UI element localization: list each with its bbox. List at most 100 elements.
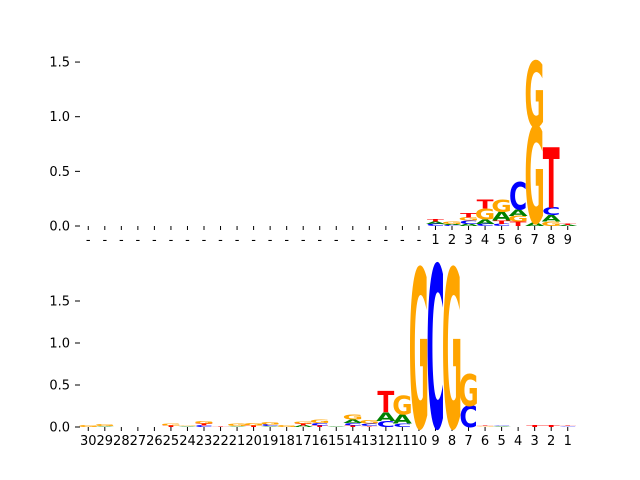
logo-letter-1-28-0: G	[541, 221, 561, 228]
x-tick-label-1-4: -	[152, 233, 157, 248]
logo-letter-2-14-0: T	[311, 425, 328, 428]
x-tick-label-2-28: 2	[547, 434, 555, 449]
logo-letter-2-13-2: G	[293, 422, 313, 425]
y-tick-label-2-3: 1.5	[49, 295, 70, 310]
x-tick-label-1-16: -	[350, 233, 355, 248]
logo-letter-1-26-1: G	[508, 215, 528, 224]
logo-letter-1-26-2: A	[509, 208, 529, 218]
x-tick-label-2-5: 25	[163, 434, 180, 449]
x-tick-label-1-18: -	[384, 233, 389, 248]
logo-letter-2-11-0: A	[261, 426, 281, 427]
x-tick-label-1-26: 6	[514, 233, 522, 248]
x-tick-label-2-20: 10	[411, 434, 428, 449]
logo-letter-2-10-1: G	[243, 422, 263, 426]
x-tick-label-2-14: 16	[311, 434, 328, 449]
logo-letter-1-26-0: T	[510, 221, 528, 228]
logo-letter-2-1-0: A	[95, 426, 115, 427]
logo-letter-2-17-2: G	[359, 419, 379, 424]
x-tick-label-1-28: 8	[547, 233, 555, 248]
x-tick-label-1-6: -	[185, 233, 190, 248]
logo-letter-2-5-1: G	[161, 423, 181, 426]
x-tick-label-2-17: 13	[361, 434, 378, 449]
logo-letter-1-24-2: G	[475, 205, 495, 223]
logo-letter-2-15-0: A	[327, 426, 347, 427]
logo-letter-1-24-1: A	[475, 218, 494, 225]
y-tick-label-1-2: 1.0	[49, 110, 70, 125]
logo-letter-2-0-0: G	[78, 425, 98, 428]
y-tick-label-2-0: 0.0	[49, 421, 70, 436]
x-tick-label-2-10: 20	[245, 434, 262, 449]
x-tick-label-2-1: 29	[97, 434, 114, 449]
x-tick-label-1-1: -	[102, 233, 107, 248]
logo-letter-2-17-0: T	[361, 426, 378, 427]
x-tick-label-1-2: -	[119, 233, 124, 248]
logo-letter-1-21-2: T	[427, 219, 444, 222]
x-tick-label-1-24: 4	[481, 233, 489, 248]
x-tick-label-1-12: -	[284, 233, 289, 248]
logo-letter-2-8-0: T	[212, 426, 229, 427]
logo-letter-2-5-0: T	[162, 425, 179, 428]
x-tick-label-1-7: -	[202, 233, 207, 248]
x-tick-label-2-12: 18	[278, 434, 295, 449]
logo-letter-2-14-2: G	[310, 419, 330, 424]
logo-letter-2-24-0: G	[475, 426, 495, 427]
logo-letter-2-19-1: A	[393, 412, 413, 427]
x-tick-label-1-8: -	[218, 233, 223, 248]
y-tick-label-1-3: 1.5	[49, 56, 70, 71]
x-tick-label-1-22: 2	[448, 233, 456, 248]
logo-letter-1-25-2: A	[492, 209, 511, 223]
logo-letter-2-9-1: G	[227, 423, 247, 427]
logo-letter-2-25-0: A	[492, 426, 512, 427]
x-tick-label-2-23: 7	[464, 434, 472, 449]
x-tick-label-1-21: 1	[431, 233, 439, 248]
logo-letter-1-28-2: C	[542, 206, 560, 218]
logo-letter-2-9-0: A	[227, 426, 247, 427]
logo-letter-1-21-1: A	[426, 221, 446, 224]
logo-letter-2-7-0: C	[195, 425, 213, 428]
x-tick-label-2-8: 22	[212, 434, 229, 449]
logo-letter-1-27-2: G	[524, 42, 544, 148]
logo-letter-1-22-0: C	[443, 225, 461, 227]
logo-letter-1-23-0: A	[459, 223, 479, 226]
x-tick-label-1-5: -	[169, 233, 174, 248]
logo-letter-2-21-0: C	[426, 222, 444, 480]
x-tick-label-2-24: 6	[481, 434, 489, 449]
logo-letter-2-6-1: G	[177, 425, 197, 426]
logo-letter-2-16-1: C	[344, 422, 362, 426]
logo-letter-1-26-3: C	[509, 174, 527, 219]
logo-letter-2-16-3: G	[343, 413, 363, 421]
logo-letter-1-22-1: A	[442, 224, 462, 226]
logo-letter-2-14-1: C	[311, 422, 329, 426]
logo-letter-1-23-1: C	[459, 220, 477, 225]
x-tick-label-2-16: 14	[345, 434, 362, 449]
logo-letter-1-23-3: T	[460, 212, 478, 219]
x-tick-label-1-15: -	[334, 233, 339, 248]
x-tick-label-2-0: 30	[80, 434, 97, 449]
x-tick-label-2-13: 17	[295, 434, 312, 449]
x-tick-label-2-21: 9	[431, 434, 439, 449]
x-tick-label-1-13: -	[301, 233, 306, 248]
x-tick-label-1-11: -	[268, 233, 273, 248]
logo-letter-1-21-0: C	[426, 223, 444, 226]
x-tick-label-1-3: -	[136, 233, 141, 248]
logo-letter-2-28-0: T	[543, 425, 560, 428]
logo-letter-2-29-0: C	[559, 426, 577, 427]
logo-letter-2-6-0: A	[178, 426, 198, 427]
logo-letter-2-18-1: A	[376, 410, 395, 424]
logo-letter-2-25-1: C	[492, 425, 510, 426]
x-tick-label-2-26: 4	[514, 434, 522, 449]
x-tick-label-2-6: 24	[179, 434, 196, 449]
x-tick-label-2-25: 5	[497, 434, 505, 449]
logo-letter-2-16-0: T	[344, 425, 361, 428]
x-tick-label-1-29: 9	[564, 233, 572, 248]
logo-letter-2-12-0: G	[276, 425, 296, 428]
logo-letter-2-11-1: C	[261, 424, 279, 427]
x-tick-label-1-14: -	[317, 233, 322, 248]
x-tick-label-2-22: 8	[448, 434, 456, 449]
logo-letter-1-24-0: C	[476, 223, 494, 226]
logo-letter-1-24-3: T	[477, 197, 495, 211]
x-tick-label-2-9: 21	[229, 434, 246, 449]
logo-letter-2-17-1: C	[360, 423, 378, 427]
logo-letter-1-28-1: A	[542, 214, 562, 224]
